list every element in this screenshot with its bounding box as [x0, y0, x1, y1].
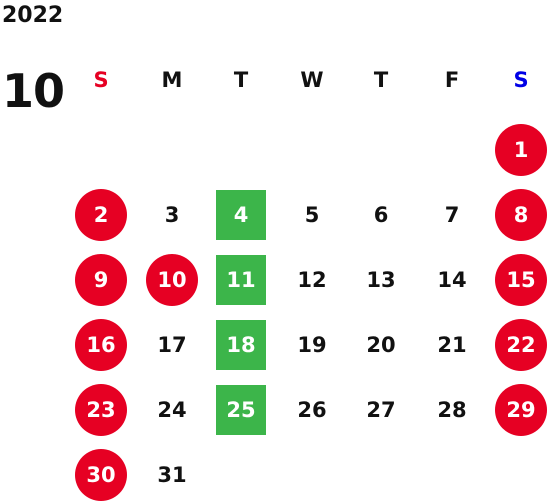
day-cell-7[interactable]: 7 [444, 203, 460, 227]
day-cell-27[interactable]: 27 [366, 398, 396, 422]
day-cell-20[interactable]: 20 [366, 333, 396, 357]
day-cell-21[interactable]: 21 [437, 333, 467, 357]
day-cell-26[interactable]: 26 [297, 398, 327, 422]
day-cell-31[interactable]: 31 [157, 463, 187, 487]
day-cell-12[interactable]: 12 [297, 268, 327, 292]
day-cell-15[interactable]: 15 [495, 254, 547, 306]
calendar-month: 10 [2, 64, 65, 118]
day-cell-16[interactable]: 16 [75, 319, 127, 371]
weekday-header-thursday: T [373, 68, 389, 92]
calendar-year: 2022 [2, 3, 64, 28]
weekday-header-wednesday: W [300, 68, 324, 92]
day-cell-2[interactable]: 2 [75, 189, 127, 241]
day-cell-5[interactable]: 5 [304, 203, 320, 227]
day-cell-14[interactable]: 14 [437, 268, 467, 292]
weekday-header-friday: F [444, 68, 460, 92]
day-cell-25[interactable]: 25 [216, 385, 266, 435]
day-cell-11[interactable]: 11 [216, 255, 266, 305]
weekday-header-sunday: S [93, 68, 109, 92]
weekday-header-monday: M [161, 68, 183, 92]
day-cell-18[interactable]: 18 [216, 320, 266, 370]
day-cell-19[interactable]: 19 [297, 333, 327, 357]
day-cell-9[interactable]: 9 [75, 254, 127, 306]
day-cell-28[interactable]: 28 [437, 398, 467, 422]
day-cell-10[interactable]: 10 [146, 254, 198, 306]
day-cell-22[interactable]: 22 [495, 319, 547, 371]
weekday-header-saturday: S [513, 68, 529, 92]
day-cell-23[interactable]: 23 [75, 384, 127, 436]
day-cell-29[interactable]: 29 [495, 384, 547, 436]
weekday-header-tuesday: T [233, 68, 249, 92]
day-cell-3[interactable]: 3 [164, 203, 180, 227]
day-cell-24[interactable]: 24 [157, 398, 187, 422]
day-cell-30[interactable]: 30 [75, 449, 127, 501]
day-cell-13[interactable]: 13 [366, 268, 396, 292]
day-cell-1[interactable]: 1 [495, 124, 547, 176]
day-cell-8[interactable]: 8 [495, 189, 547, 241]
day-cell-4[interactable]: 4 [216, 190, 266, 240]
day-cell-17[interactable]: 17 [157, 333, 187, 357]
day-cell-6[interactable]: 6 [373, 203, 389, 227]
